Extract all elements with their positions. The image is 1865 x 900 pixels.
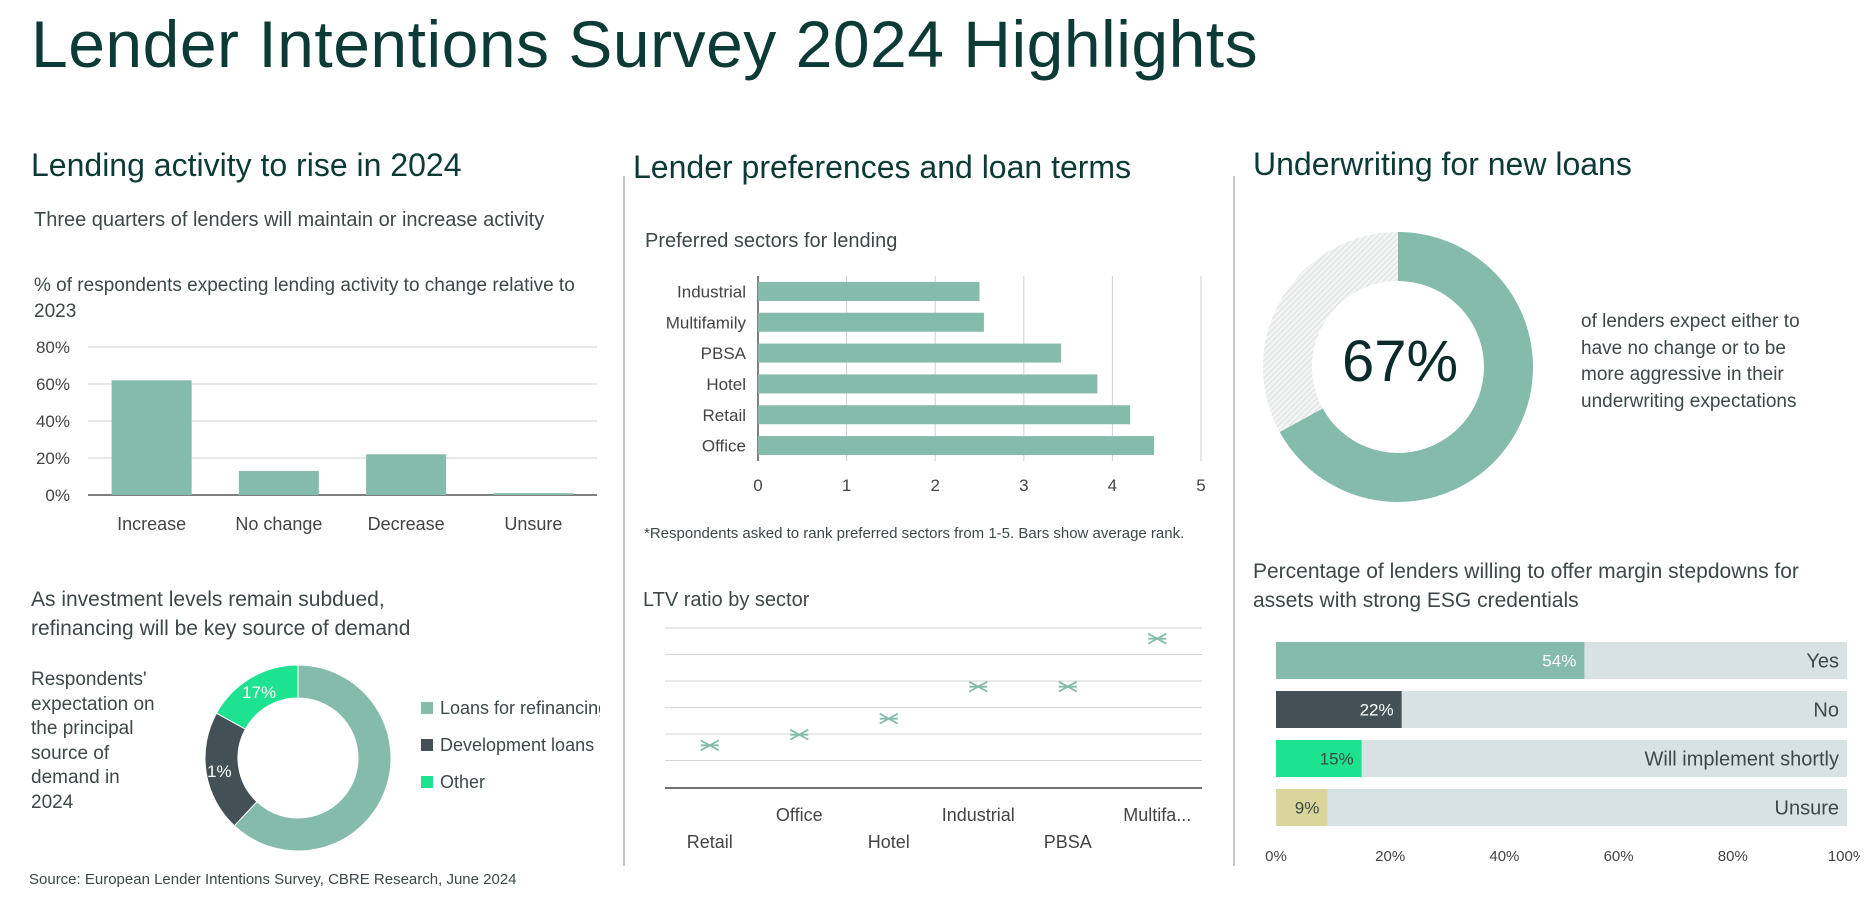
- bar-unsure: [493, 493, 574, 495]
- x-tick-label: Hotel: [868, 832, 910, 852]
- bar-category-label: Yes: [1806, 651, 1839, 673]
- esg-stacked-chart: 54% Yes 22% No 15% Will implement shortly 9% Un…: [1265, 642, 1860, 865]
- y-tick-label: 60%: [36, 375, 70, 394]
- y-tick-label: Retail: [703, 406, 746, 425]
- marker-office: [789, 728, 809, 741]
- marker-hotel: [879, 712, 899, 725]
- bar-pbsa: [758, 343, 1062, 363]
- donut-data-label: 17%: [242, 683, 276, 702]
- bar-unsure: [1276, 789, 1328, 826]
- x-tick-label: Increase: [117, 514, 186, 534]
- donut-slice-remainder: [1263, 231, 1398, 433]
- underwriting-donut-value: 67%: [1341, 329, 1459, 394]
- x-tick-label: 60%: [1604, 848, 1634, 865]
- bar-industrial: [758, 281, 980, 301]
- bar-no: [1276, 691, 1402, 728]
- bar-data-label: 9%: [1295, 799, 1320, 818]
- bar-will-implement-shortly: [1276, 740, 1362, 777]
- bar-yes: [1276, 642, 1585, 679]
- legend-label: Other: [440, 772, 485, 792]
- x-tick-label: 100%: [1828, 848, 1860, 865]
- bar-hotel: [758, 374, 1098, 394]
- y-tick-label: 80%: [36, 338, 70, 357]
- bar-multifamily: [758, 312, 984, 332]
- page-title: Lender Intentions Survey 2024 Highlights: [31, 7, 1259, 81]
- marker-retail: [700, 739, 720, 752]
- bar-increase: [111, 380, 192, 495]
- legend-swatch: [421, 776, 433, 788]
- lending-activity-subheading: Three quarters of lenders will maintain …: [34, 209, 545, 231]
- preferred-sectors-caption: Preferred sectors for lending: [645, 230, 898, 252]
- lending-activity-caption: % of respondents expecting lending activ…: [34, 275, 575, 322]
- legend-label: Loans for refinancing: [440, 698, 600, 718]
- bar-decrease: [366, 454, 447, 495]
- y-tick-label: 0%: [45, 486, 70, 505]
- donut-slice-main: [1279, 232, 1533, 502]
- x-tick-label: 3: [1019, 476, 1028, 495]
- underwriting-description: of lenders expect either to have no chan…: [1581, 311, 1800, 412]
- bar-data-label: 54%: [1542, 652, 1576, 671]
- legend-swatch: [421, 739, 433, 751]
- y-tick-label: 40%: [36, 412, 70, 431]
- bar-data-label: 15%: [1320, 750, 1354, 769]
- underwriting-heading: Underwriting for new loans: [1253, 146, 1632, 182]
- x-tick-label: Office: [776, 805, 823, 825]
- esg-caption: Percentage of lenders willing to offer m…: [1253, 560, 1799, 612]
- x-tick-label: Multifa...: [1123, 805, 1191, 825]
- preferred-sectors-chart: 0 1 2 3 4 5 Industrial Multifamily PBSA Hotel Reta…: [666, 276, 1206, 495]
- source-note: Source: European Lender Intentions Surve…: [29, 871, 517, 888]
- marker-pbsa: [1058, 680, 1078, 693]
- lending-activity-heading: Lending activity to rise in 2024: [31, 147, 462, 183]
- x-tick-label: 4: [1108, 476, 1117, 495]
- donut-slice-loans-for-refinancing: [233, 664, 392, 852]
- bar-category-label: No: [1813, 700, 1839, 722]
- ltv-scatter-chart: Retail Office Hotel Industrial PBSA Multifa..…: [665, 627, 1202, 852]
- x-tick-label: PBSA: [1044, 832, 1092, 852]
- lender-preferences-heading: Lender preferences and loan terms: [633, 149, 1132, 185]
- donut-data-label: 21%: [200, 762, 232, 781]
- refinancing-heading: As investment levels remain subdued, ref…: [31, 588, 411, 640]
- bar-track: [1276, 740, 1847, 777]
- bar-no-change: [238, 470, 319, 495]
- y-tick-label: Multifamily: [666, 313, 747, 332]
- x-tick-label: Retail: [687, 832, 733, 852]
- ltv-caption: LTV ratio by sector: [643, 589, 810, 611]
- donut-data-label: 62%: [385, 790, 419, 809]
- x-tick-label: Industrial: [942, 805, 1015, 825]
- bar-retail: [758, 405, 1131, 425]
- x-tick-label: 2: [930, 476, 939, 495]
- x-tick-label: Decrease: [368, 514, 445, 534]
- y-tick-label: PBSA: [701, 344, 747, 363]
- marker-industrial: [968, 680, 988, 693]
- x-tick-label: No change: [235, 514, 322, 534]
- x-tick-label: 0: [753, 476, 762, 495]
- legend-swatch: [421, 702, 433, 714]
- y-tick-label: Hotel: [706, 375, 746, 394]
- y-tick-label: 20%: [36, 449, 70, 468]
- underwriting-donut-chart: [1263, 231, 1533, 502]
- x-tick-label: 0%: [1265, 848, 1287, 865]
- bar-data-label: 22%: [1360, 701, 1394, 720]
- column-divider-right: [1233, 176, 1235, 866]
- y-tick-label: Office: [702, 437, 746, 456]
- refinancing-donut-chart: 62% 21% 17% Loans for refinancing Developmen…: [200, 664, 600, 852]
- legend-label: Development loans: [440, 735, 594, 755]
- y-tick-label: Industrial: [677, 282, 746, 301]
- donut-slice-other: [215, 664, 299, 730]
- refinancing-caption: Respondents' expectation on the principa…: [31, 669, 155, 813]
- x-tick-label: 1: [842, 476, 851, 495]
- x-tick-label: 20%: [1375, 848, 1405, 865]
- bar-category-label: Will implement shortly: [1645, 749, 1839, 771]
- preferred-sectors-note: *Respondents asked to rank preferred sec…: [644, 525, 1185, 542]
- x-tick-label: 40%: [1489, 848, 1519, 865]
- x-tick-label: 80%: [1718, 848, 1748, 865]
- bar-office: [758, 436, 1155, 456]
- lending-activity-chart: 0% 20% 40% 60% 80% Increase No change Decrease U…: [36, 338, 597, 534]
- column-divider-left: [623, 176, 625, 866]
- x-tick-label: 5: [1196, 476, 1205, 495]
- bar-track: [1276, 789, 1847, 826]
- bar-category-label: Unsure: [1775, 798, 1839, 820]
- marker-multifa: [1147, 632, 1167, 645]
- x-tick-label: Unsure: [504, 514, 562, 534]
